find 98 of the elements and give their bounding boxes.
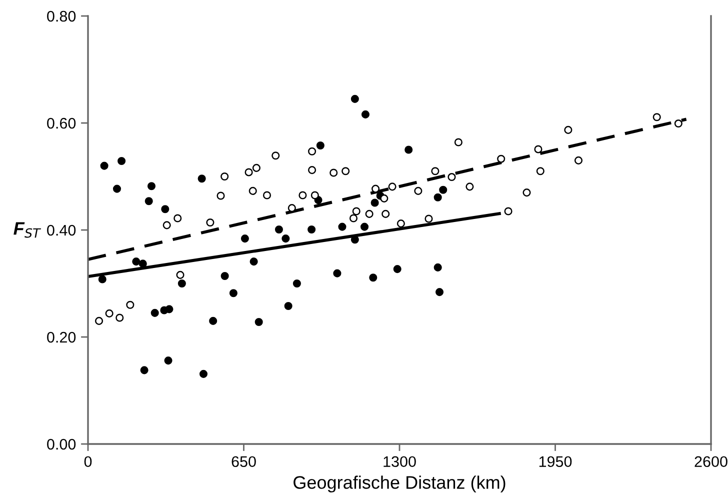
- point: [282, 234, 290, 243]
- y-tick-label: 0.80: [47, 10, 76, 22]
- x-tick-label: 1300: [384, 456, 416, 468]
- point: [352, 207, 360, 216]
- y-tick-label: 0.60: [47, 118, 76, 129]
- point: [199, 370, 208, 378]
- point: [144, 197, 153, 206]
- point: [372, 184, 380, 193]
- point: [229, 289, 238, 298]
- point: [209, 316, 218, 325]
- point: [310, 191, 319, 200]
- x-tick-label: 650: [232, 456, 256, 468]
- point: [454, 138, 462, 146]
- point: [365, 210, 374, 218]
- y-tick-label: 0.00: [47, 438, 76, 450]
- point: [98, 275, 106, 284]
- point: [100, 162, 108, 170]
- point: [431, 167, 440, 176]
- point: [308, 147, 316, 156]
- point: [138, 260, 147, 268]
- point: [574, 156, 583, 164]
- point: [330, 168, 338, 177]
- point: [162, 221, 171, 230]
- point: [165, 305, 174, 314]
- point: [350, 94, 359, 103]
- x-tick-label: 0: [84, 456, 92, 468]
- point: [349, 214, 358, 222]
- point: [252, 164, 260, 172]
- point: [298, 191, 307, 200]
- point: [118, 156, 126, 166]
- point: [564, 126, 572, 134]
- point: [674, 120, 682, 128]
- point: [126, 300, 134, 309]
- point: [380, 194, 388, 202]
- point: [424, 214, 433, 223]
- point: [435, 288, 444, 296]
- point: [497, 154, 506, 163]
- point: [112, 184, 122, 193]
- point: [316, 141, 324, 150]
- point: [161, 205, 170, 214]
- point: [369, 274, 378, 282]
- point: [240, 234, 249, 243]
- point: [414, 186, 422, 195]
- x-axis-title: Geografische Distanz (km): [294, 476, 506, 492]
- point: [434, 193, 442, 202]
- point: [652, 113, 661, 122]
- point: [292, 279, 301, 288]
- point: [333, 269, 342, 278]
- point: [308, 225, 316, 234]
- point: [250, 258, 258, 266]
- point: [382, 210, 390, 218]
- point: [434, 263, 442, 272]
- point: [360, 222, 369, 231]
- point: [178, 279, 186, 288]
- point: [244, 168, 253, 176]
- point: [248, 186, 257, 195]
- point: [150, 308, 159, 317]
- point: [338, 222, 346, 231]
- point: [132, 258, 140, 266]
- point: [396, 220, 405, 228]
- point: [342, 167, 350, 176]
- point: [272, 152, 280, 160]
- y-axis-title: F$_{ST}$: [14, 222, 42, 238]
- point: [116, 314, 124, 322]
- point: [94, 316, 104, 325]
- y-tick-label: 0.20: [47, 332, 76, 343]
- point: [504, 207, 512, 216]
- point: [534, 145, 542, 154]
- point: [388, 182, 396, 191]
- point: [350, 236, 359, 244]
- point: [308, 166, 316, 174]
- point: [536, 167, 544, 176]
- point: [198, 174, 206, 183]
- point: [274, 225, 283, 234]
- point: [220, 272, 229, 280]
- point: [448, 173, 456, 182]
- point: [174, 214, 182, 222]
- point: [262, 191, 272, 200]
- point: [147, 182, 156, 190]
- x-tick-label: 1950: [539, 456, 572, 468]
- point: [206, 218, 214, 227]
- point: [439, 186, 448, 194]
- point: [164, 356, 172, 365]
- point: [220, 172, 229, 181]
- point: [393, 265, 402, 274]
- point: [361, 110, 370, 118]
- point: [140, 366, 148, 374]
- point: [284, 302, 292, 310]
- point: [466, 182, 474, 191]
- x-tick-label: 2600: [694, 456, 728, 468]
- point: [522, 188, 531, 197]
- point: [176, 270, 184, 279]
- point: [404, 146, 413, 154]
- point: [105, 309, 114, 318]
- point: [254, 318, 263, 326]
- point: [370, 198, 379, 207]
- point: [216, 192, 225, 200]
- y-tick-label: 0.40: [47, 224, 76, 236]
